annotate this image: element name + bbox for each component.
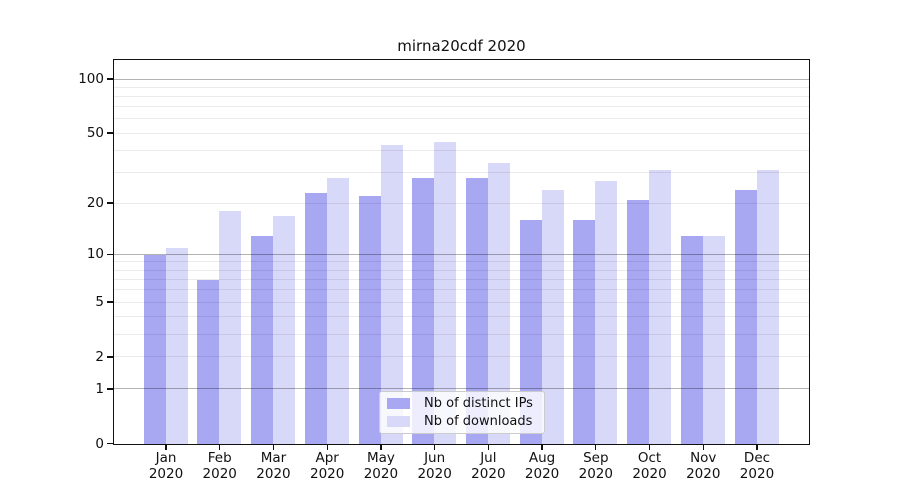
gridline-40 — [114, 149, 809, 151]
bar-distinct-ips-mar — [251, 235, 274, 444]
gridline-7 — [114, 278, 809, 280]
bar-downloads-mar — [273, 215, 296, 444]
bar-downloads-jan — [165, 247, 188, 444]
y-tick-10 — [107, 253, 114, 255]
x-tick-jun — [433, 445, 436, 450]
y-tick-label-0: 0 — [95, 435, 104, 452]
x-tick-jul — [487, 445, 489, 450]
y-tick-2 — [107, 356, 114, 358]
legend-item-distinct-ips: Nb of distinct IPs — [380, 396, 544, 411]
bar-distinct-ips-jul — [465, 177, 488, 444]
x-tick-label-jun: Jun 2020 — [417, 450, 452, 482]
legend-label-downloads: Nb of downloads — [424, 413, 533, 429]
bar-distinct-ips-dec — [734, 189, 757, 444]
y-tick-label-2: 2 — [95, 348, 104, 365]
bar-distinct-ips-aug — [519, 220, 542, 444]
gridline-4 — [114, 316, 809, 318]
gridline-8 — [114, 269, 809, 271]
gridline-80 — [114, 96, 809, 98]
bar-downloads-sep — [595, 180, 618, 444]
x-tick-label-mar: Mar 2020 — [256, 450, 291, 482]
gridline-9 — [114, 261, 809, 263]
y-tick-label-10: 10 — [86, 246, 104, 263]
y-tick-label-5: 5 — [95, 294, 104, 311]
gridline-100 — [114, 78, 809, 80]
bar-distinct-ips-may — [358, 196, 381, 444]
bar-distinct-ips-oct — [627, 199, 650, 444]
y-tick-5 — [107, 301, 114, 303]
chart-title: mirna20cdf 2020 — [397, 37, 526, 55]
legend-item-downloads: Nb of downloads — [380, 414, 544, 429]
bar-distinct-ips-jun — [412, 177, 435, 444]
bar-downloads-jul — [487, 163, 510, 444]
bar-distinct-ips-jan — [143, 254, 166, 444]
bar-distinct-ips-sep — [573, 220, 596, 444]
x-tick-jan — [165, 445, 167, 450]
bar-downloads-aug — [541, 189, 564, 444]
y-tick-1 — [107, 388, 114, 390]
gridline-1 — [114, 388, 809, 390]
gridline-2 — [114, 356, 809, 358]
bar-downloads-jun — [434, 141, 457, 444]
y-tick-label-1: 1 — [95, 380, 104, 397]
x-tick-label-aug: Aug 2020 — [524, 450, 560, 482]
gridline-50 — [114, 132, 809, 134]
x-tick-nov — [702, 445, 704, 450]
bar-downloads-may — [380, 145, 403, 444]
y-tick-50 — [107, 132, 114, 134]
y-tick-label-100: 100 — [78, 71, 104, 87]
x-tick-aug — [541, 445, 543, 450]
x-tick-mar — [272, 445, 275, 450]
bar-downloads-apr — [326, 177, 349, 444]
y-tick-label-50: 50 — [86, 124, 104, 141]
bar-downloads-oct — [649, 170, 672, 444]
x-tick-label-dec: Dec 2020 — [739, 450, 775, 482]
gridline-60 — [114, 118, 809, 120]
gridline-90 — [114, 86, 809, 88]
x-tick-label-apr: Apr 2020 — [309, 450, 345, 482]
bar-distinct-ips-apr — [304, 192, 327, 444]
x-tick-label-jan: Jan 2020 — [148, 450, 184, 482]
legend-label-distinct-ips: Nb of distinct IPs — [424, 396, 533, 412]
legend-swatch-distinct-ips — [387, 398, 410, 410]
x-tick-label-feb: Feb 2020 — [202, 450, 237, 482]
x-tick-dec — [756, 445, 758, 450]
x-tick-feb — [219, 445, 221, 450]
bar-downloads-nov — [702, 235, 725, 444]
legend: Nb of distinct IPs Nb of downloads — [379, 391, 545, 434]
x-tick-label-nov: Nov 2020 — [686, 450, 721, 482]
gridline-20 — [114, 202, 809, 204]
gridline-70 — [114, 106, 809, 108]
gridline-6 — [114, 289, 809, 291]
gridline-5 — [114, 301, 809, 303]
gridline-10 — [114, 253, 809, 255]
gridline-30 — [114, 171, 809, 173]
x-tick-label-sep: Sep 2020 — [578, 450, 613, 482]
x-tick-label-jul: Jul 2020 — [471, 450, 506, 482]
x-tick-may — [380, 445, 382, 450]
y-tick-20 — [107, 202, 114, 204]
x-tick-label-oct: Oct 2020 — [632, 450, 667, 482]
legend-swatch-downloads — [387, 415, 410, 427]
x-tick-apr — [326, 445, 328, 450]
bar-downloads-dec — [756, 170, 779, 444]
y-tick-label-20: 20 — [86, 195, 104, 212]
bar-distinct-ips-nov — [680, 235, 703, 444]
bar-downloads-feb — [219, 211, 242, 444]
x-tick-label-may: May 2020 — [363, 450, 399, 482]
x-tick-oct — [648, 445, 651, 450]
y-tick-100 — [107, 78, 114, 80]
bar-distinct-ips-feb — [197, 279, 220, 444]
y-tick-0 — [107, 443, 114, 445]
gridline-3 — [114, 333, 809, 335]
plot-area: Nb of distinct IPs Nb of downloads — [113, 59, 810, 445]
x-tick-sep — [595, 445, 597, 450]
